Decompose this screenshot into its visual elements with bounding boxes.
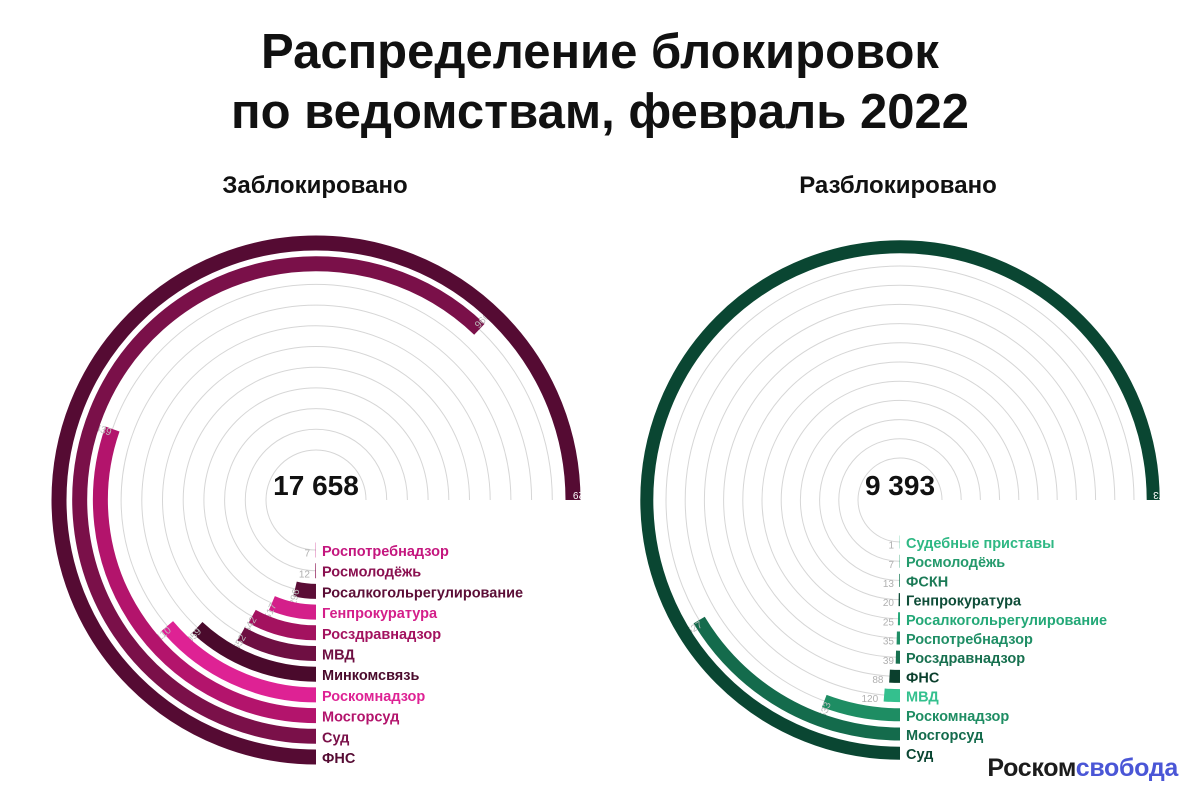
chart-title: Распределение блокировок по ведомствам, … [0,22,1200,142]
unblocked-value-фскн: 13 [883,579,895,590]
unblocked-value-росмолодёжь: 7 [888,560,894,571]
unblocked-value-роспотребнадзор: 35 [883,637,895,648]
blocked-bar-росздравнадзор [248,609,317,641]
blocked-bar-фнс [51,235,581,765]
blocked-guide-ring [162,346,470,654]
unblocked-guide-ring [857,457,943,543]
blocked-total: 17 658 [273,470,359,501]
unblocked-bar-мосгорсуд [693,616,901,741]
brand-logo: Роскомсвобода [987,754,1178,783]
blocked-label-мосгорсуд: Мосгорсуд [322,710,399,726]
blocked-bar-мосгорсуд [92,426,317,724]
unblocked-guide-ring [799,399,1001,601]
unblocked-guide-ring [742,342,1058,658]
blocked-label-генпрокуратура: Генпрокуратура [322,606,438,622]
blocked-bar-суд [72,256,485,744]
blocked-label-минкомсвязь: Минкомсвязь [322,668,419,684]
blocked-label-роспотребнадзор: Роспотребнадзор [322,544,449,560]
unblocked-guide-ring [703,303,1097,697]
unblocked-guide-ring [819,419,981,581]
unblocked-total: 9 393 [865,470,935,501]
blocked-label-росмолодёжь: Росмолодёжь [322,565,421,581]
blocked-value-роспотребнадзор: 7 [304,549,310,560]
blocked-value-росмолодёжь: 12 [299,569,311,580]
unblocked-label-мвд: МВД [906,690,939,706]
unblocked-bar-мвд [883,688,901,703]
title-line-1: Распределение блокировок [261,25,939,79]
unblocked-value-судебные-приставы: 1 [888,541,894,552]
unblocked-label-росалкогольрегулирование: Росалкогольрегулирование [906,613,1107,629]
unblocked-value-росалкогольрегулирование: 25 [883,617,895,628]
unblocked-value-генпрокуратура: 20 [883,598,895,609]
blocked-guide-ring [182,366,450,634]
blocked-bar-роскомнадзор [161,621,317,703]
unblocked-label-судебные-приставы: Судебные приставы [906,536,1055,552]
unblocked-label-мосгорсуд: Мосгорсуд [906,728,983,744]
subtitle-blocked: Заблокировано [222,172,408,199]
unblocked-label-фнс: ФНС [906,670,940,686]
blocked-label-фнс: ФНС [322,751,356,767]
blocked-bar-мвд [237,627,317,661]
unblocked-value-мвд: 120 [861,694,878,705]
blocked-guide-ring [265,449,367,551]
unblocked-label-фскн: ФСКН [906,574,948,590]
blocked-bar-минкомсвязь [192,621,317,682]
unblocked-label-роспотребнадзор: Роспотребнадзор [906,632,1033,648]
unblocked-guide-ring [780,380,1020,620]
unblocked-bar-суд [640,240,1160,760]
blocked-guide-ring [203,387,429,613]
blocked-value-фнс: 6 029 [573,489,598,500]
subtitle-unblocked: Разблокировано [799,172,997,199]
blocked-label-суд: Суд [322,730,349,746]
unblocked-label-росмолодёжь: Росмолодёжь [906,555,1005,571]
unblocked-guide-ring [838,438,962,562]
blocked-label-роскомнадзор: Роскомнадзор [322,689,425,705]
unblocked-label-генпрокуратура: Генпрокуратура [906,594,1022,610]
blocked-label-мвд: МВД [322,648,355,664]
blocked-bar-генпрокуратура [268,596,317,620]
unblocked-bar-роскомнадзор [822,694,901,722]
unblocked-label-роскомнадзор: Роскомнадзор [906,709,1009,725]
blocked-bar-росалкогольрегулирование [293,581,317,599]
unblocked-label-суд: Суд [906,747,933,763]
blocked-guide-ring [224,408,408,592]
brand-logo-part2: свобода [1075,754,1179,782]
unblocked-guide-ring [761,361,1039,639]
unblocked-value-фнс: 88 [872,675,884,686]
blocked-label-росздравнадзор: Росздравнадзор [322,627,441,643]
brand-logo-part1: Роском [987,754,1076,782]
unblocked-label-росздравнадзор: Росздравнадзор [906,651,1025,667]
unblocked-value-росздравнадзор: 39 [883,656,895,667]
blocked-label-росалкогольрегулирование: Росалкогольрегулирование [322,585,523,601]
blocked-guide-ring [244,428,388,572]
unblocked-value-суд: 6 973 [1153,489,1178,500]
title-line-2: по ведомствам, февраль 2022 [231,85,969,139]
unblocked-guide-ring [723,323,1077,677]
unblocked-guide-ring [684,284,1116,716]
